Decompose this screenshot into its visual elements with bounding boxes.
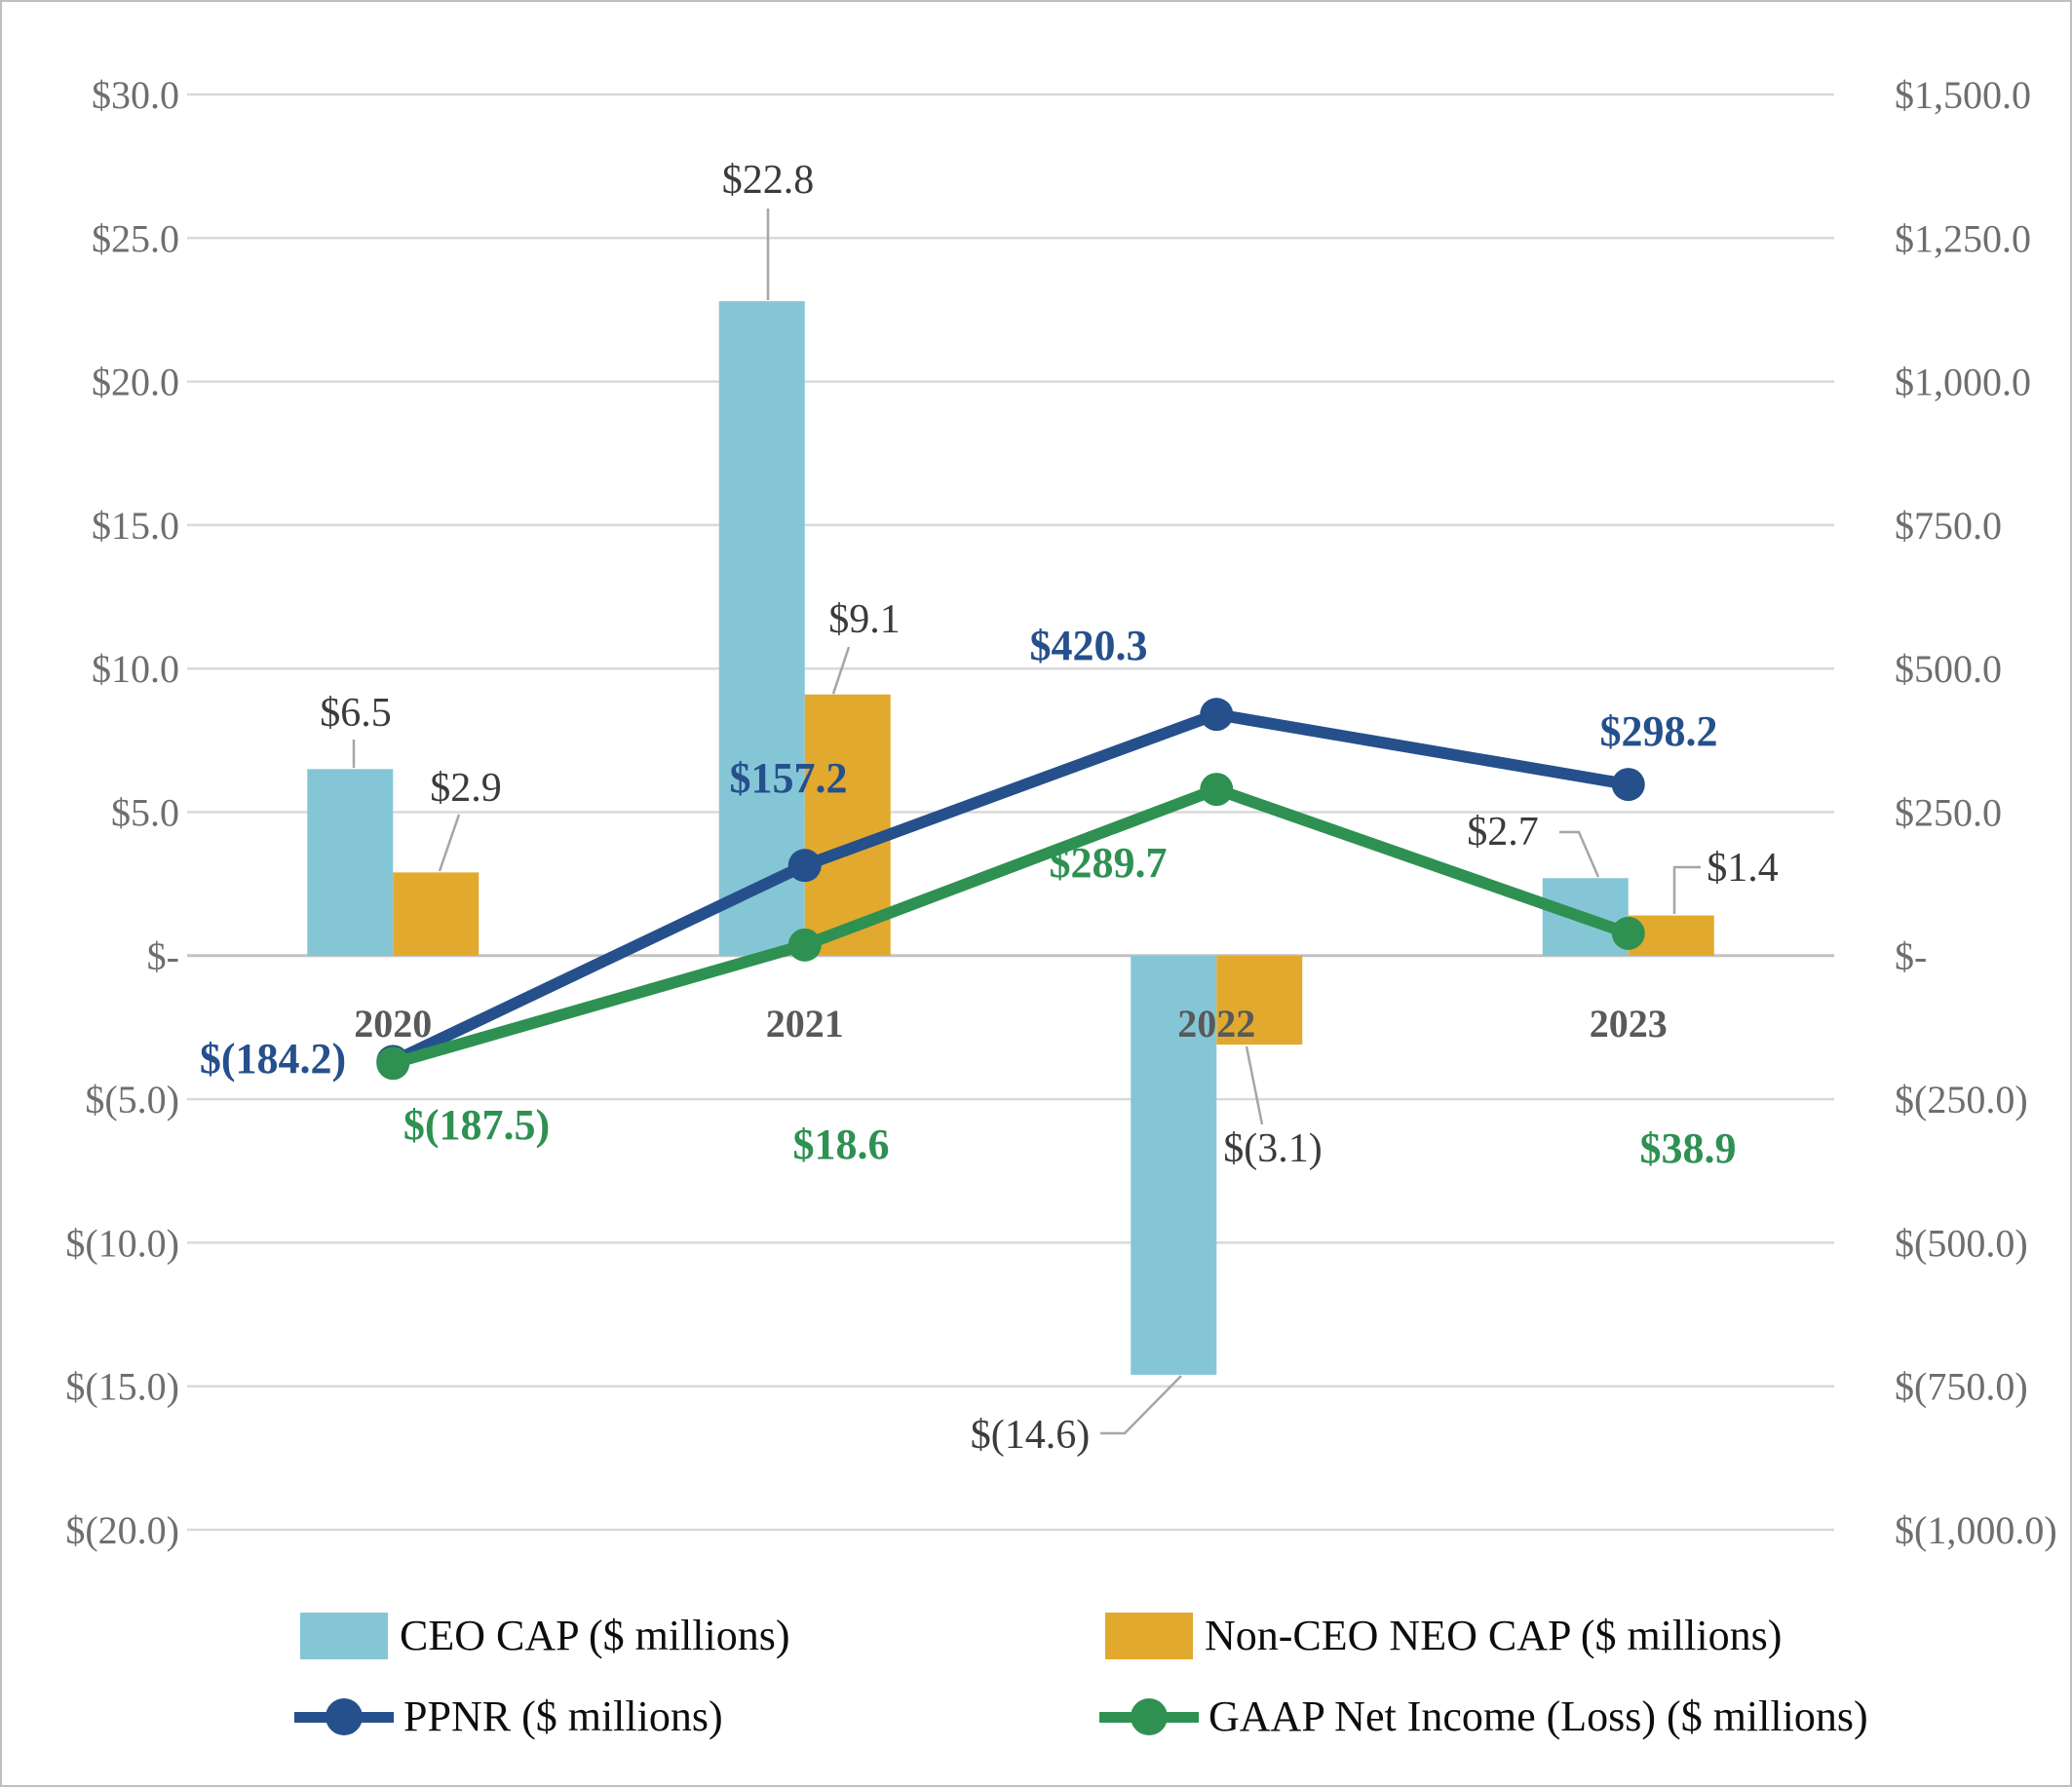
left-axis-tick-label: $20.0 [92, 361, 179, 404]
ppnr-line [387, 708, 1634, 1068]
category-label-2022: 2022 [1177, 1002, 1255, 1046]
neo-cap-data-label-2023: $1.4 [1707, 846, 1779, 891]
ppnr-data-label-2023: $298.2 [1600, 707, 1718, 755]
gaap-net-income-line [387, 783, 1634, 1070]
right-axis-tick-label: $1,000.0 [1895, 361, 2031, 404]
gaap-net-income-data-label-2020: $(187.5) [403, 1101, 550, 1149]
left-axis-tick-label: $(15.0) [65, 1365, 179, 1409]
left-axis-tick-label: $(20.0) [65, 1508, 179, 1552]
bar-ceo-cap-2022 [1131, 955, 1217, 1375]
gaap-net-income-data-label-2021: $18.6 [793, 1121, 890, 1168]
bar-neo-cap-2022 [1216, 955, 1303, 1046]
neo-cap-data-label-2021: $9.1 [828, 597, 901, 642]
gaap-net-income-data-label-2022: $289.7 [1050, 839, 1168, 887]
right-axis-tick-label: $(250.0) [1895, 1078, 2028, 1122]
ceo-cap-data-label-2020: $6.5 [320, 691, 392, 736]
data-label-leader-line [1559, 830, 1600, 878]
left-axis-tick-label: $10.0 [92, 647, 179, 691]
ppnr-data-label-2022: $420.3 [1030, 622, 1148, 669]
ppnr-data-label-2020: $(184.2) [200, 1035, 346, 1083]
left-axis-tick-label: $5.0 [111, 791, 179, 835]
right-axis-tick-label: $500.0 [1895, 647, 2002, 691]
ceo-cap-data-label-2021: $22.8 [722, 158, 815, 203]
bar-ceo-cap-2021 [718, 301, 805, 956]
right-axis-tick-label: $250.0 [1895, 791, 2002, 835]
right-axis-tick-label: $- [1895, 934, 1927, 978]
right-axis-tick-label: $(500.0) [1895, 1221, 2028, 1265]
left-axis-tick-label: $- [147, 934, 179, 978]
left-axis-tick-label: $(5.0) [85, 1078, 179, 1122]
left-axis-tick-label: $15.0 [92, 504, 179, 548]
right-axis-tick-label: $(1,000.0) [1895, 1508, 2057, 1552]
ceo-cap-data-label-2022: $(14.6) [971, 1413, 1090, 1458]
data-label-leader-line [438, 814, 461, 872]
bar-neo-cap-2020 [393, 872, 480, 956]
gaap-net-income-marker-2022 [1200, 773, 1234, 807]
gaap-net-income-marker-2023 [1611, 916, 1645, 950]
right-axis-tick-label: $1,250.0 [1895, 216, 2031, 260]
gaap-net-income-marker-2021 [787, 928, 822, 962]
data-label-leader-line [1672, 865, 1701, 914]
category-label-2021: 2021 [766, 1002, 844, 1046]
ceo-cap-data-label-2023: $2.7 [1467, 810, 1539, 855]
ppnr-marker-2022 [1200, 698, 1234, 732]
data-label-leader-line [831, 646, 851, 695]
left-axis-tick-label: $(10.0) [65, 1221, 179, 1265]
left-axis-tick-label: $25.0 [92, 216, 179, 260]
right-axis-tick-label: $1,500.0 [1895, 73, 2031, 117]
gaap-net-income-marker-2020 [376, 1046, 410, 1081]
data-label-leader-line [1245, 1046, 1264, 1125]
gaap-net-income-data-label-2023: $38.9 [1640, 1124, 1737, 1172]
ppnr-data-label-2021: $157.2 [730, 754, 848, 802]
category-label-2020: 2020 [354, 1002, 432, 1046]
left-axis-tick-label: $30.0 [92, 73, 179, 117]
ppnr-marker-2021 [787, 849, 822, 883]
data-label-leader-line [1100, 1375, 1182, 1435]
neo-cap-data-label-2020: $2.9 [430, 766, 502, 811]
category-label-2023: 2023 [1590, 1002, 1668, 1046]
right-axis-tick-label: $750.0 [1895, 504, 2002, 548]
bar-ceo-cap-2020 [307, 769, 394, 956]
neo-cap-data-label-2022: $(3.1) [1223, 1126, 1322, 1171]
ppnr-marker-2023 [1611, 768, 1645, 802]
right-axis-tick-label: $(750.0) [1895, 1365, 2028, 1409]
